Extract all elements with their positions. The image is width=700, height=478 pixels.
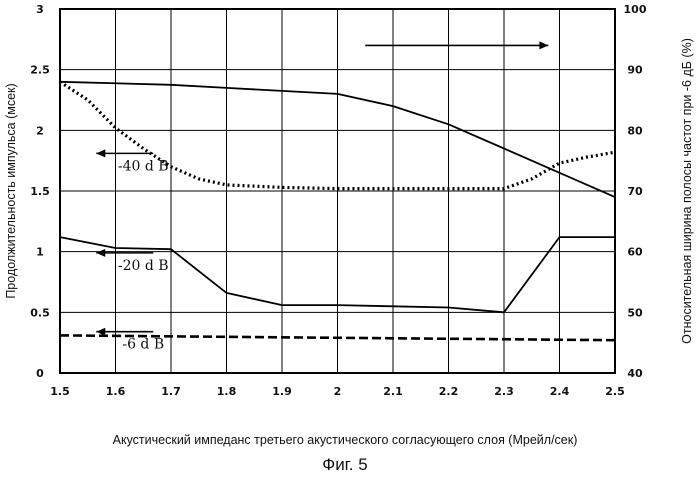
x-tick-label: 1.7: [161, 385, 181, 398]
grid: [60, 9, 615, 373]
y-right-tick-label: 60: [627, 246, 643, 259]
x-tick-label: 1.5: [50, 385, 70, 398]
x-tick-label: 1.9: [272, 385, 292, 398]
annotation-label: -20 d B: [118, 258, 169, 274]
x-tick-label: 1.8: [217, 385, 237, 398]
y-right-tick-label: 50: [627, 306, 643, 319]
y-right-tick-label: 40: [627, 367, 643, 380]
annotation-arrow-head: [96, 249, 105, 257]
y-left-tick-label: 0.5: [30, 306, 50, 319]
annotation-label: -6 d B: [122, 337, 164, 353]
figure-caption: Фиг. 5: [322, 455, 367, 474]
x-tick-label: 2.4: [550, 385, 570, 398]
y-right-tick-label: 100: [624, 3, 647, 16]
x-tick-label: 2: [334, 385, 342, 398]
y-left-tick-label: 0: [36, 367, 44, 380]
y-left-tick-label: 3: [36, 3, 44, 16]
y-right-tick-label: 80: [627, 124, 643, 137]
y-left-tick-label: 2: [36, 124, 44, 137]
y-left-tick-label: 1.5: [30, 185, 50, 198]
y-left-axis-title: Продолжительность импульса (мсек): [4, 83, 18, 298]
y-right-axis-title: Относительная ширина полосы частот при -…: [680, 38, 694, 344]
x-tick-label: 2.5: [605, 385, 625, 398]
annotations-group: -40 d B -20 d B -6 d B: [96, 41, 548, 352]
right-axis-arrow-head: [539, 41, 548, 49]
y-right-tick-label: 90: [627, 64, 643, 77]
x-tick-label: 1.6: [106, 385, 126, 398]
y-left-tick-label: 1: [36, 246, 44, 259]
x-tick-label: 2.1: [383, 385, 403, 398]
y-left-tick-label: 2.5: [30, 64, 50, 77]
x-tick-label: 2.3: [494, 385, 514, 398]
x-tick-label: 2.2: [439, 385, 459, 398]
annotation-label: -40 d B: [118, 158, 169, 174]
annotation-arrow-head: [96, 149, 105, 157]
x-axis-title: Акустический импеданс третьего акустичес…: [113, 433, 578, 447]
y-right-tick-label: 70: [627, 185, 643, 198]
